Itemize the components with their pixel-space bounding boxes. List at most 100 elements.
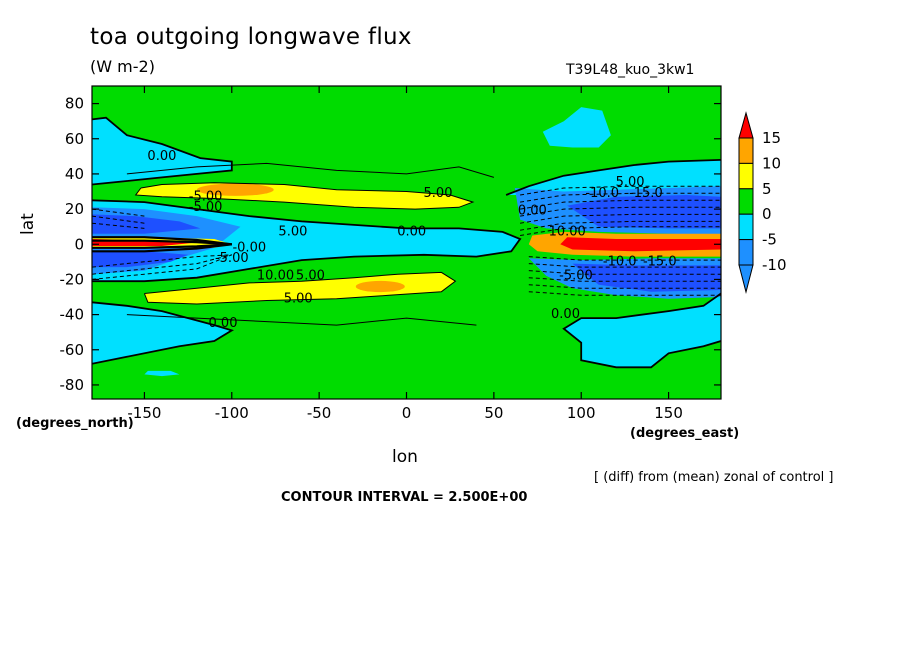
- contour-zero-nw: [92, 116, 233, 186]
- colorbar-extend-high: [738, 111, 754, 139]
- y-tick-label: 60: [65, 130, 84, 148]
- colorbar-label: -5: [762, 231, 777, 249]
- colorbar-box: [738, 188, 754, 215]
- contour-label: -5.00: [215, 251, 249, 266]
- contour-label: 0.00: [518, 203, 547, 218]
- contour-label: -5.00: [189, 189, 223, 204]
- contour-neg-east-s-1: [528, 263, 721, 268]
- y-tick-label: -80: [60, 376, 85, 394]
- fill-neg-spot: [144, 370, 180, 377]
- fill-neg15-east-s: [572, 263, 721, 292]
- contour-zero-belt: [92, 199, 522, 283]
- fill-pos15-eq-east: [560, 237, 721, 252]
- contour-neg-west-s-0: [92, 254, 232, 268]
- contour-pos25-north: [126, 162, 495, 178]
- contour-neg-east-n-5: [520, 220, 721, 231]
- colorbar-label: 10: [762, 154, 781, 172]
- colorbar-box: [738, 162, 754, 190]
- contour-neg-east-n-6: [520, 226, 721, 236]
- contour-label: 5.00: [296, 268, 325, 283]
- contour-neg-east-n-0: [520, 185, 721, 196]
- colorbar-box: [738, 213, 754, 241]
- fill-neg-east: [506, 159, 721, 368]
- x-tick-label: 50: [484, 404, 503, 422]
- contour-label: 0.00: [551, 307, 580, 322]
- contour-neg-west-n-0: [92, 208, 145, 217]
- contour-label: -5.00: [189, 200, 223, 215]
- contour-eq-west-1: [92, 239, 232, 246]
- contour-neg-east-s-2: [528, 270, 721, 275]
- fill-pos5-south: [144, 272, 456, 304]
- y-tick-label: 40: [65, 165, 84, 183]
- contour-neg-west-n-1: [92, 215, 145, 224]
- contour-pos5-south: [143, 271, 457, 305]
- x-tick-label: -150: [127, 404, 161, 422]
- x-axis-label: lon: [392, 447, 418, 467]
- x-axis-unit-label: (degrees_east): [630, 426, 740, 441]
- colorbar-box: [738, 137, 754, 164]
- y-tick-label: 80: [65, 95, 84, 113]
- colorbar-label: -10: [762, 256, 787, 274]
- colorbar-label: 5: [762, 180, 772, 198]
- contour-pos25-south: [126, 314, 477, 326]
- contour-neg-west-s-2: [92, 254, 232, 280]
- contour-label: 10.00: [549, 225, 586, 240]
- contour-label: -15.0: [629, 186, 663, 201]
- contour-neg-east-s-5: [528, 291, 721, 296]
- colorbar: 15 10 5 0 -5 -10: [738, 111, 787, 294]
- colorbar-label: 0: [762, 205, 772, 223]
- contour-pos5-north: [134, 182, 475, 210]
- contour-label: 10.00: [257, 268, 294, 283]
- contour-label: 5.00: [616, 175, 645, 190]
- x-axis-ticks: -150 -100 -50 0 50 100 150: [127, 86, 683, 422]
- chart-units: (W m-2): [90, 57, 155, 76]
- contour-neg-east-s-3: [528, 277, 721, 282]
- chart-title: toa outgoing longwave flux: [90, 24, 412, 50]
- contour-neg-east-n-1: [520, 192, 721, 203]
- y-axis-unit-label: (degrees_north): [16, 416, 134, 431]
- contour-zero-se: [562, 292, 721, 369]
- contour-eq-west-3: [92, 243, 232, 253]
- contour-label: -10.0: [603, 254, 637, 269]
- contour-label: -5.00: [559, 268, 593, 283]
- x-tick-label: -50: [307, 404, 332, 422]
- y-axis-ticks: 80 60 40 20 0 -20 -40 -60 -80: [60, 95, 721, 394]
- contour-zero-ne: [505, 159, 721, 196]
- contour-label: -0.00: [232, 240, 266, 255]
- contour-label: 5.00: [424, 186, 453, 201]
- contour-label: 0.00: [209, 316, 238, 331]
- y-tick-label: -40: [60, 306, 85, 324]
- colorbar-label: 15: [762, 129, 781, 147]
- contour-neg-west-n-2: [92, 222, 145, 229]
- contour-neg-east-s-0: [528, 256, 721, 261]
- contour-neg-west-s-1: [92, 254, 232, 275]
- difference-note: [ (diff) from (mean) zonal of control ]: [594, 470, 834, 485]
- contour-neg-east-s-4: [528, 284, 721, 289]
- contour-label: -15.0: [643, 254, 677, 269]
- contour-interval-text: CONTOUR INTERVAL = 2.500E+00: [281, 490, 528, 505]
- y-tick-label: 20: [65, 200, 84, 218]
- contour-label: 0.00: [397, 225, 426, 240]
- fill-pos10-north: [196, 183, 274, 196]
- y-tick-label: 0: [74, 235, 84, 253]
- y-tick-label: -20: [60, 270, 85, 288]
- run-label: T39L48_kuo_3kw1: [566, 62, 695, 78]
- contour-label: 0.00: [147, 149, 176, 164]
- filled-contours: [92, 86, 721, 399]
- contour-neg-east-n-4: [520, 213, 721, 224]
- colorbar-extend-low: [738, 264, 754, 294]
- fill-neg-arctic: [542, 107, 611, 148]
- contour-labels: 0.005.000.005.00-5.00-5.00-0.00-5.0010.0…: [147, 149, 676, 331]
- x-tick-label: 0: [402, 404, 412, 422]
- contour-zero-sw: [92, 301, 234, 365]
- contour-label: 5.00: [284, 291, 313, 306]
- contour-label: 5.00: [278, 225, 307, 240]
- contour-lines: [92, 116, 721, 369]
- contour-neg-east-n-2: [520, 199, 721, 210]
- fill-neg15-west-n: [92, 214, 201, 234]
- x-tick-label: -100: [215, 404, 249, 422]
- fill-neg-nw: [92, 117, 232, 185]
- fill-neg-sw: [92, 302, 232, 364]
- contour-neg-east-n-3: [520, 206, 721, 217]
